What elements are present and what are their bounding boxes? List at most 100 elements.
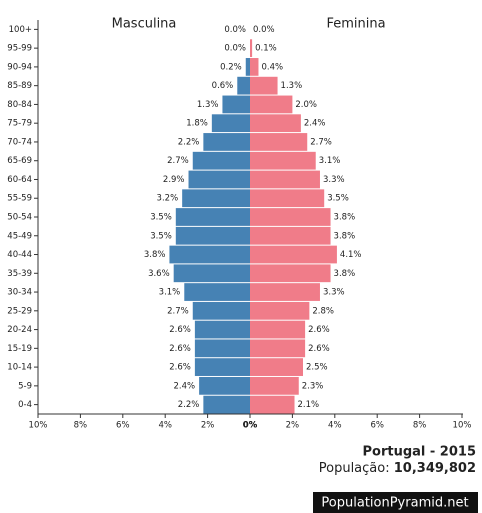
- value-label: 2.2%: [178, 137, 200, 147]
- bar: [250, 208, 331, 226]
- x-tick-label: 0%: [243, 421, 258, 431]
- y-tick-label: 40-44: [7, 250, 32, 260]
- x-tick-label: 4%: [158, 421, 172, 431]
- y-tick-label: 50-54: [7, 213, 32, 223]
- value-label: 2.6%: [308, 325, 330, 335]
- value-label: 4.1%: [340, 250, 362, 260]
- y-tick-label: 70-74: [7, 137, 32, 147]
- value-label: 3.3%: [323, 175, 345, 185]
- value-label: 3.8%: [334, 213, 356, 223]
- value-label: 0.2%: [220, 62, 242, 72]
- bar: [250, 376, 299, 395]
- bar: [250, 339, 306, 358]
- value-label: 2.7%: [167, 156, 189, 166]
- y-tick-label: 95-99: [7, 44, 32, 54]
- value-label: 2.7%: [167, 306, 189, 316]
- value-label: 2.9%: [163, 175, 185, 185]
- x-tick-label: 2%: [286, 421, 300, 431]
- value-label: 2.2%: [178, 400, 200, 410]
- x-tick-label: 8%: [413, 421, 427, 431]
- bar: [182, 189, 250, 208]
- source-box: [313, 492, 478, 513]
- y-tick-label: 0-4: [18, 400, 32, 410]
- bar: [250, 226, 331, 245]
- population-line: População: 10,349,802: [319, 461, 476, 476]
- value-label: 1.3%: [281, 81, 303, 91]
- value-label: 2.5%: [306, 363, 328, 373]
- bar: [250, 301, 310, 320]
- bar: [250, 114, 301, 133]
- x-tick-label: 10%: [453, 421, 472, 431]
- bar: [250, 170, 320, 189]
- x-tick-label: 6%: [370, 421, 384, 431]
- bar: [245, 58, 250, 76]
- bar: [250, 395, 295, 414]
- x-tick-label: 10%: [29, 421, 48, 431]
- x-tick-label: 2%: [201, 421, 215, 431]
- bar: [250, 264, 331, 283]
- value-label: 3.5%: [150, 213, 172, 223]
- value-label: 1.3%: [197, 100, 219, 110]
- value-label: 3.5%: [327, 194, 349, 204]
- y-tick-label: 30-34: [7, 288, 32, 298]
- bar: [211, 114, 250, 133]
- bar: [250, 58, 259, 76]
- bar: [169, 245, 250, 264]
- value-label: 3.1%: [159, 288, 181, 298]
- value-label: 2.8%: [312, 306, 334, 316]
- x-tick-label: 0%: [243, 421, 258, 431]
- value-label: 2.7%: [310, 137, 332, 147]
- bar: [184, 283, 250, 301]
- value-label: 2.6%: [169, 363, 191, 373]
- value-label: 3.2%: [157, 194, 179, 204]
- y-tick-label: 20-24: [7, 325, 32, 335]
- bar: [250, 151, 316, 170]
- left-title: Masculina: [112, 17, 177, 32]
- y-tick-label: 60-64: [7, 175, 32, 185]
- bar: [250, 320, 306, 339]
- value-label: 0.1%: [255, 44, 277, 54]
- value-label: 3.8%: [144, 250, 166, 260]
- value-label: 1.8%: [186, 119, 208, 129]
- bar: [194, 339, 250, 358]
- bar: [173, 264, 250, 283]
- value-label: 2.0%: [295, 100, 317, 110]
- y-tick-label: 5-9: [18, 381, 32, 391]
- bar: [250, 39, 253, 58]
- y-tick-label: 75-79: [7, 119, 32, 129]
- value-label: 3.8%: [334, 269, 356, 279]
- bar: [250, 95, 293, 114]
- value-label: 2.4%: [304, 119, 326, 129]
- value-label: 3.5%: [150, 231, 172, 241]
- y-tick-label: 65-69: [7, 156, 32, 166]
- value-label: 2.3%: [302, 381, 324, 391]
- y-tick-label: 15-19: [7, 344, 32, 354]
- y-tick-label: 10-14: [7, 363, 32, 373]
- value-label: 2.1%: [298, 400, 320, 410]
- population-label: População:: [319, 461, 390, 476]
- bar: [237, 76, 250, 95]
- x-tick-label: 8%: [74, 421, 88, 431]
- source: PopulationPyramid.net: [321, 496, 468, 511]
- bar: [222, 95, 250, 114]
- bar: [250, 189, 325, 208]
- value-label: 2.4%: [174, 381, 196, 391]
- value-label: 0.0%: [224, 25, 246, 35]
- value-label: 3.8%: [334, 231, 356, 241]
- y-tick-label: 25-29: [7, 306, 32, 316]
- value-label: 2.6%: [169, 325, 191, 335]
- y-tick-label: 85-89: [7, 81, 32, 91]
- value-label: 0.0%: [253, 25, 275, 35]
- x-tick-label: 6%: [116, 421, 130, 431]
- value-label: 0.0%: [224, 44, 246, 54]
- y-tick-label: 35-39: [7, 269, 32, 279]
- y-tick-label: 45-49: [7, 231, 32, 241]
- bar: [194, 320, 250, 339]
- value-label: 0.6%: [212, 81, 234, 91]
- bar: [250, 133, 308, 151]
- value-label: 0.4%: [261, 62, 283, 72]
- bar: [175, 208, 250, 226]
- value-label: 2.6%: [169, 344, 191, 354]
- y-tick-label: 100+: [9, 25, 32, 35]
